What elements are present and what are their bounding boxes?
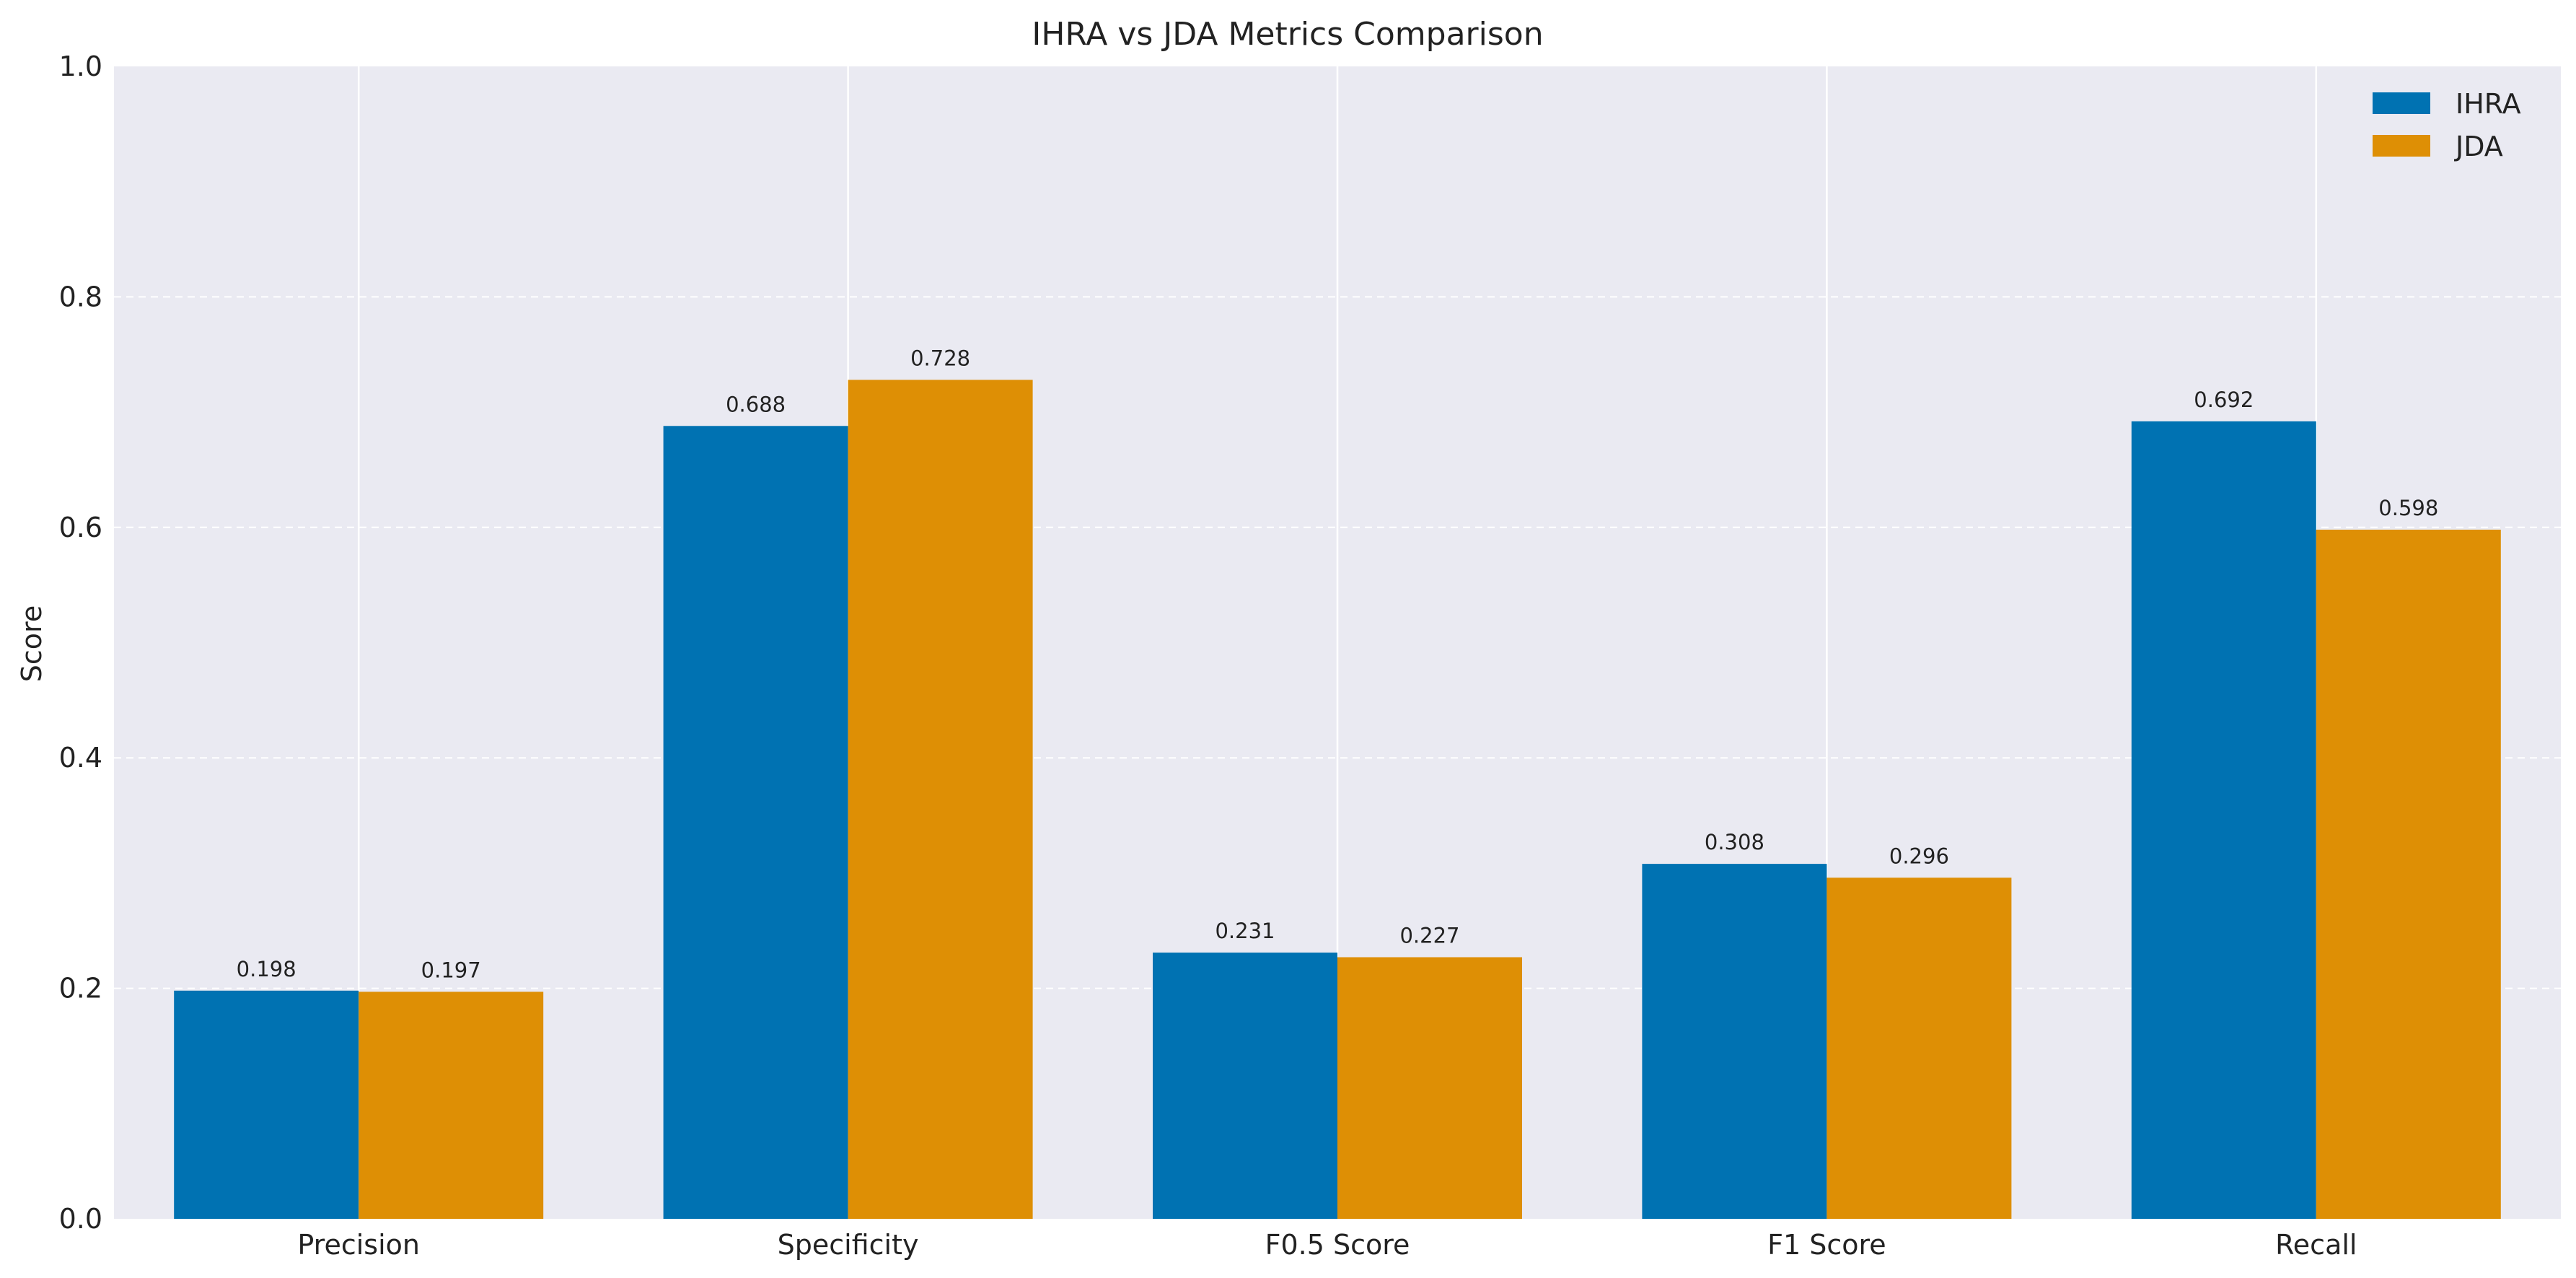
bar-jda-specificity bbox=[848, 380, 1033, 1219]
y-tick-label: 1.0 bbox=[59, 51, 102, 82]
legend: IHRA JDA bbox=[2373, 88, 2521, 162]
bar-jda-precision bbox=[359, 992, 544, 1219]
data-label: 0.598 bbox=[2378, 496, 2438, 520]
y-tick-label: 0.8 bbox=[59, 281, 102, 312]
data-labels: 0.198 0.688 0.231 0.308 0.692 0.197 0.728 0.227… bbox=[237, 346, 2439, 982]
data-label: 0.728 bbox=[910, 346, 970, 370]
data-label: 0.688 bbox=[726, 392, 786, 416]
data-label: 0.308 bbox=[1705, 830, 1764, 854]
bar-jda-f1-score bbox=[1827, 877, 2012, 1219]
bar-ihra-recall bbox=[2131, 421, 2316, 1219]
data-label: 0.296 bbox=[1889, 844, 1949, 868]
legend-swatch-ihra bbox=[2373, 92, 2430, 114]
bar-ihra-f1-score bbox=[1642, 864, 1827, 1219]
y-tick-label: 0.0 bbox=[59, 1203, 102, 1235]
x-tick-label: Precision bbox=[297, 1229, 420, 1261]
y-tick-label: 0.4 bbox=[59, 742, 102, 774]
bar-ihra-precision bbox=[174, 990, 359, 1219]
data-label: 0.197 bbox=[421, 958, 481, 982]
bar-jda-f0-5-score bbox=[1337, 957, 1522, 1219]
axes: 0.0 0.2 0.4 0.6 0.8 1.0 Precision Specificity F0… bbox=[59, 51, 2357, 1261]
x-tick-label: Specificity bbox=[778, 1229, 919, 1261]
y-axis-label: Score bbox=[16, 605, 48, 682]
bars bbox=[174, 380, 2501, 1220]
x-tick-label: F0.5 Score bbox=[1265, 1229, 1410, 1261]
bar-ihra-specificity bbox=[663, 426, 848, 1220]
bar-jda-recall bbox=[2316, 529, 2501, 1219]
bar-ihra-f0-5-score bbox=[1153, 953, 1337, 1219]
y-tick-label: 0.2 bbox=[59, 973, 102, 1005]
legend-label-jda: JDA bbox=[2454, 131, 2503, 162]
legend-swatch-jda bbox=[2373, 135, 2430, 157]
legend-label-ihra: IHRA bbox=[2456, 88, 2521, 120]
data-label: 0.231 bbox=[1215, 919, 1275, 943]
x-tick-label: F1 Score bbox=[1767, 1229, 1886, 1261]
data-label: 0.692 bbox=[2194, 388, 2254, 412]
data-label: 0.198 bbox=[237, 957, 296, 981]
data-label: 0.227 bbox=[1399, 923, 1459, 947]
x-tick-label: Recall bbox=[2275, 1229, 2357, 1261]
y-tick-label: 0.6 bbox=[59, 512, 102, 543]
chart-title: IHRA vs JDA Metrics Comparison bbox=[1032, 16, 1543, 53]
